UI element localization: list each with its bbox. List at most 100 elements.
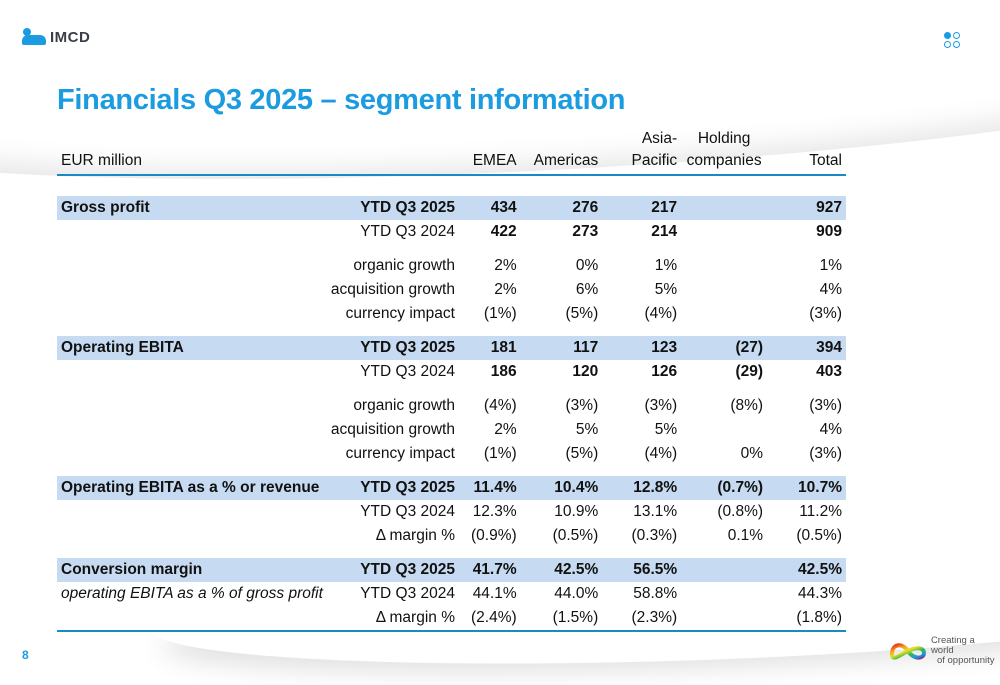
cell-asia-pacific: (4%) — [644, 445, 678, 462]
logo-text: IMCD — [50, 28, 91, 46]
row-label: YTD Q3 2024 — [360, 363, 455, 380]
cell-americas: 6% — [575, 281, 599, 298]
page-title: Financials Q3 2025 – segment information — [57, 84, 626, 116]
tagline-line-1: Creating a world — [930, 635, 975, 656]
row-label: YTD Q3 2024 — [360, 503, 455, 520]
cell-asia-pacific: 12.8% — [602, 476, 682, 500]
table-row: YTD Q3 2024 186 120 126 (29) 403 — [57, 360, 846, 384]
four-dots-icon — [944, 32, 960, 48]
cell-total: (3%) — [809, 445, 842, 462]
row-label: acquisition growth — [330, 421, 455, 438]
cell-holding-companies: (8%) — [730, 397, 764, 414]
cell-emea: 44.1% — [472, 585, 517, 602]
row-label: YTD Q3 2025 — [326, 558, 459, 582]
row-label: acquisition growth — [330, 281, 455, 298]
table-row: operating EBITA as a % of gross profit YT… — [57, 582, 846, 606]
section-subtitle: operating EBITA as a % of gross profit — [61, 585, 323, 602]
imcd-logo: IMCD — [22, 28, 90, 46]
row-label: currency impact — [345, 305, 455, 322]
cell-emea: (1%) — [483, 445, 517, 462]
cell-emea: 2% — [494, 281, 517, 298]
cell-holding-companies: 0.1% — [727, 527, 764, 544]
cell-total: 394 — [767, 336, 846, 360]
cell-total: 4% — [819, 421, 842, 438]
cell-total: (0.5%) — [796, 527, 842, 544]
cell-holding-companies — [681, 606, 768, 632]
section-header-row: Operating EBITA as a % or revenue YTD Q3 … — [57, 476, 846, 500]
cell-asia-pacific: 56.5% — [602, 558, 682, 582]
section-name: Gross profit — [57, 196, 327, 220]
cell-total: (3%) — [809, 397, 842, 414]
table-header-row: EUR million EMEA Americas Asia- Pacific H… — [57, 128, 846, 176]
page-number: 8 — [22, 648, 29, 662]
cell-total: 4% — [819, 281, 842, 298]
cell-asia-pacific: 58.8% — [633, 585, 678, 602]
row-label: YTD Q3 2025 — [326, 196, 459, 220]
cell-asia-pacific: 217 — [602, 196, 682, 220]
cell-asia-pacific: 5% — [654, 421, 678, 438]
cell-americas: 5% — [575, 421, 599, 438]
cell-total: 403 — [816, 363, 842, 380]
table-row: currency impact (1%) (5%) (4%) 0% (3%) — [57, 442, 846, 466]
section-name: Operating EBITA — [57, 336, 327, 360]
cell-emea: 422 — [490, 223, 517, 240]
table-row: currency impact (1%) (5%) (4%) (3%) — [57, 302, 846, 326]
cell-americas: 276 — [520, 196, 603, 220]
cell-total: 909 — [816, 223, 842, 240]
section-header-row: Conversion margin YTD Q3 2025 41.7% 42.5% 56… — [57, 558, 846, 582]
spacer-row — [57, 384, 846, 394]
tagline-line-2: of opportunity — [936, 655, 995, 666]
cell-asia-pacific: (3%) — [644, 397, 678, 414]
row-label: Δ margin % — [375, 527, 455, 544]
table-row: Δ margin % (2.4%) (1.5%) (2.3%) (1.8%) — [57, 606, 846, 632]
cell-asia-pacific: 1% — [654, 257, 678, 274]
imcd-logo-icon — [22, 28, 46, 46]
cell-total: 927 — [767, 196, 846, 220]
table-row: organic growth (4%) (3%) (3%) (8%) (3%) — [57, 394, 846, 418]
column-header-asia-pacific: Asia- Pacific — [602, 128, 682, 176]
cell-asia-pacific: (0.3%) — [631, 527, 678, 544]
table-row: organic growth 2% 0% 1% 1% — [57, 254, 846, 278]
column-header-emea: EMEA — [458, 128, 521, 176]
cell-total: 42.5% — [767, 558, 846, 582]
cell-asia-pacific: 5% — [654, 281, 678, 298]
cell-total: (3%) — [809, 305, 842, 322]
row-label: YTD Q3 2025 — [326, 476, 459, 500]
cell-americas: (1.5%) — [520, 606, 603, 632]
cell-holding-companies: (0.7%) — [681, 476, 768, 500]
table-row: acquisition growth 2% 5% 5% 4% — [57, 418, 846, 442]
column-header-holding-companies: Holding companies — [681, 128, 768, 176]
cell-americas: 42.5% — [520, 558, 603, 582]
cell-emea: 11.4% — [458, 476, 521, 500]
cell-holding-companies — [681, 558, 768, 582]
cell-emea: (1%) — [483, 305, 517, 322]
cell-asia-pacific: (2.3%) — [602, 606, 682, 632]
cell-americas: 0% — [575, 257, 599, 274]
row-label: YTD Q3 2024 — [360, 223, 455, 240]
cell-total: 10.7% — [767, 476, 846, 500]
cell-americas: 117 — [520, 336, 603, 360]
cell-emea: 41.7% — [458, 558, 521, 582]
cell-americas: (0.5%) — [552, 527, 599, 544]
cell-emea: 2% — [494, 257, 517, 274]
spacer-row — [57, 244, 846, 254]
section-header-row: Operating EBITA YTD Q3 2025 181 117 123 (27) 3… — [57, 336, 846, 360]
cell-holding-companies — [681, 418, 767, 442]
cell-total: 11.2% — [799, 503, 842, 520]
cell-holding-companies — [681, 302, 767, 326]
cell-americas: 10.4% — [520, 476, 603, 500]
unit-label: EUR million — [57, 128, 327, 176]
cell-americas: 273 — [572, 223, 599, 240]
cell-holding-companies: 0% — [740, 445, 764, 462]
cell-asia-pacific: 126 — [651, 363, 678, 380]
cell-total: (1.8%) — [767, 606, 846, 632]
row-label: Δ margin % — [326, 606, 459, 632]
cell-emea: 186 — [490, 363, 517, 380]
cell-holding-companies — [681, 220, 767, 244]
cell-holding-companies — [681, 254, 767, 278]
cell-total: 1% — [819, 257, 842, 274]
cell-americas: (5%) — [565, 445, 599, 462]
cell-emea: (0.9%) — [470, 527, 517, 544]
table-row: acquisition growth 2% 6% 5% 4% — [57, 278, 846, 302]
cell-holding-companies: (29) — [735, 363, 764, 380]
